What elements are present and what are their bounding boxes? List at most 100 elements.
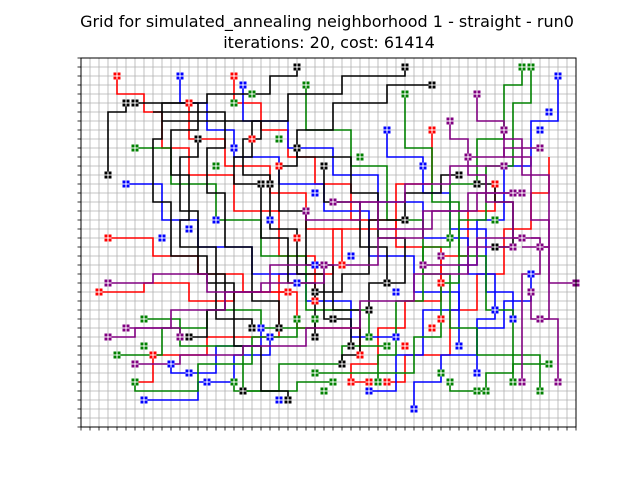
route-black-26 [107,103,127,175]
terminal-red [347,378,355,386]
terminal-blue [266,216,274,224]
route-green-23 [134,319,298,392]
route-purple-49 [333,192,522,230]
chart-title: Grid for simulated_annealing neighborhoo… [80,12,574,32]
terminal-green [446,378,454,386]
terminal-purple [176,333,184,341]
terminal-green [131,144,139,152]
terminal-blue [140,396,148,404]
terminal-green [311,315,319,323]
terminal-green [302,81,310,89]
terminal-green [536,387,544,395]
route-purple-39 [449,121,540,239]
terminal-purple [302,207,310,215]
route-black-30 [135,102,253,328]
route-green-24 [233,345,387,392]
route-purple-51 [468,147,540,158]
terminal-purple [518,378,526,386]
terminal-green [230,378,238,386]
terminal-purple [500,162,508,170]
terminal-green [482,387,490,395]
terminal-red [491,180,499,188]
route-purple-50 [423,237,522,266]
route-purple-43 [521,237,541,382]
terminal-red [104,234,112,242]
terminal-blue [419,162,427,170]
terminal-purple [518,189,526,197]
terminal-blue [527,270,535,278]
terminal-black [338,360,346,368]
route-red-0 [116,76,316,301]
terminal-green [140,315,148,323]
terminal-green [527,63,535,71]
terminal-red [293,234,301,242]
terminal-black [320,162,328,170]
terminal-purple [509,243,517,251]
terminal-black [239,387,247,395]
terminal-green [275,135,283,143]
terminal-purple [437,252,445,260]
terminal-blue [293,279,301,287]
route-purple-40 [503,130,550,320]
terminal-black [311,333,319,341]
terminal-purple [446,117,454,125]
terminal-black [401,63,409,71]
terminal-blue [257,324,265,332]
route-green-18 [305,85,514,382]
terminal-blue [185,225,193,233]
route-blue-13 [170,328,262,374]
terminal-blue [311,261,319,269]
terminal-blue [554,72,562,80]
plot-frame [80,57,577,428]
terminal-blue [185,369,193,377]
terminal-blue [311,189,319,197]
terminal-blue [167,360,175,368]
route-red-1 [233,76,442,283]
terminal-purple [500,126,508,134]
terminal-blue [158,234,166,242]
terminal-green [545,360,553,368]
route-purple-42 [522,246,576,284]
terminal-blue [230,144,238,152]
route-purple-46 [108,327,181,338]
terminal-red [311,297,319,305]
terminal-black [275,324,283,332]
terminal-purple [122,324,130,332]
terminal-red [338,261,346,269]
terminal-blue [239,81,247,89]
route-purple-45 [126,264,324,329]
grid-lines [81,58,576,427]
terminal-black [347,342,355,350]
terminal-black [131,99,139,107]
terminal-green [446,234,454,242]
terminal-red [356,351,364,359]
terminal-black [365,306,373,314]
terminal-red [230,72,238,80]
terminal-red [365,378,373,386]
terminal-green [329,378,337,386]
terminal-green [113,351,121,359]
terminal-purple [104,279,112,287]
terminal-black [329,315,337,323]
terminal-black [293,63,301,71]
terminal-blue [410,405,418,413]
terminal-black [248,324,256,332]
terminal-green [320,387,328,395]
terminal-red [149,351,157,359]
terminal-blue [347,252,355,260]
terminal-red [185,99,193,107]
terminal-blue [212,216,220,224]
route-green-22 [144,318,333,392]
terminal-black [428,81,436,89]
terminal-purple [518,234,526,242]
terminal-purple [527,288,535,296]
terminal-blue [455,342,463,350]
terminal-black [401,216,409,224]
terminal-purple [509,189,517,197]
route-purple-44 [108,192,513,293]
terminal-blue [545,108,553,116]
route-black-31 [153,111,280,328]
terminal-green [212,162,220,170]
terminal-black [194,135,202,143]
terminal-blue [266,333,274,341]
